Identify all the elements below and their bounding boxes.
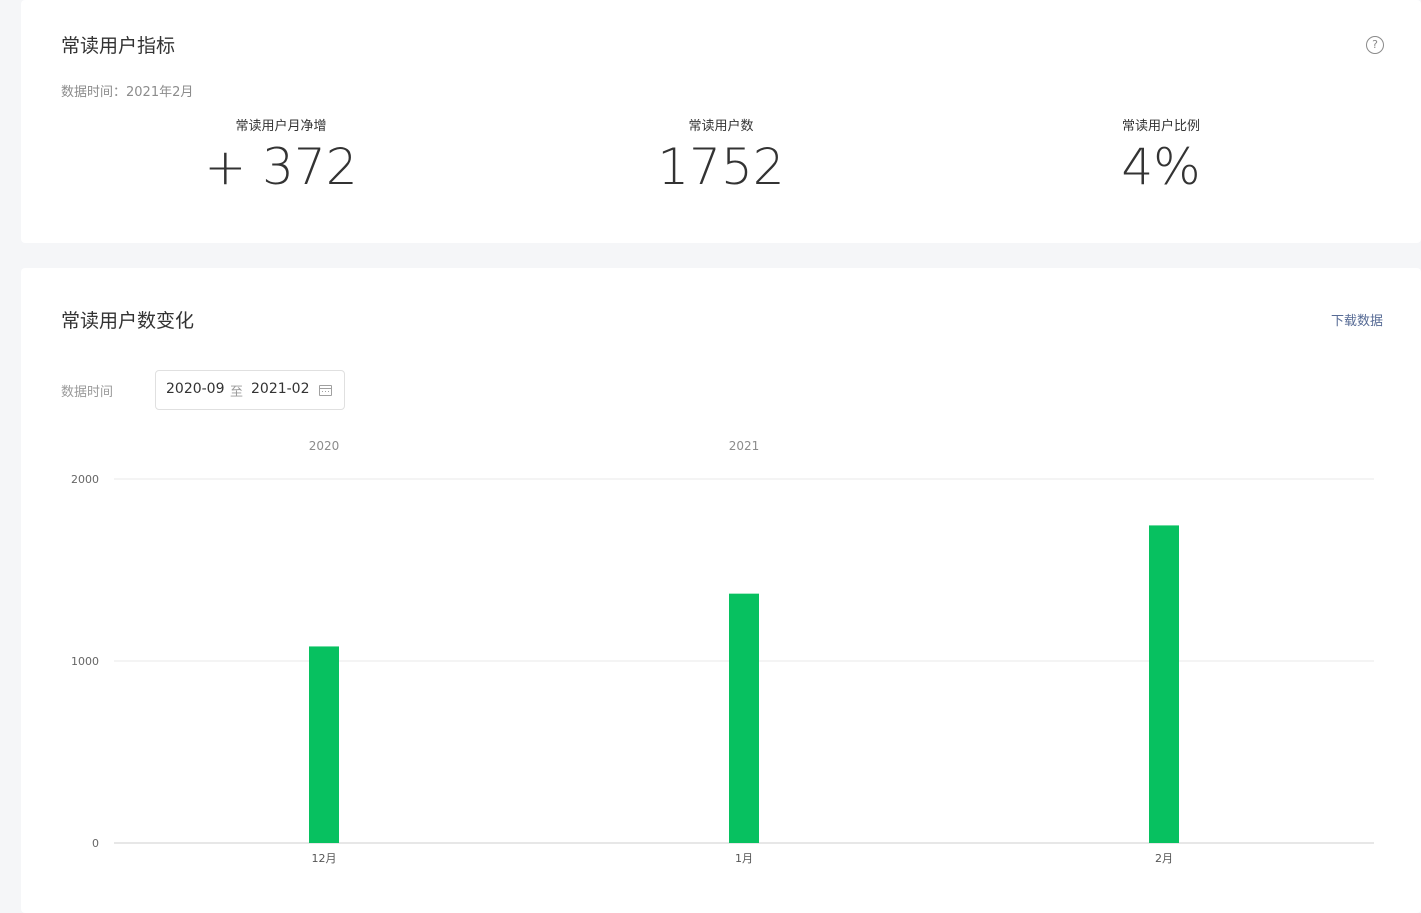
metrics-data-time: 数据时间：2021年2月	[61, 85, 194, 100]
metrics-card: 常读用户指标 ? 数据时间：2021年2月 常读用户月净增 + 372 常读用户…	[21, 0, 1421, 243]
year-label: 2020	[309, 439, 340, 453]
y-tick-label: 1000	[71, 655, 99, 668]
y-tick-label: 2000	[71, 473, 99, 486]
change-card-title: 常读用户数变化	[61, 310, 195, 332]
user-change-card: 常读用户数变化 下载数据 数据时间 2020-09 至 2021-02 0 100…	[21, 268, 1421, 913]
bar	[309, 646, 339, 843]
date-separator: 至	[230, 385, 244, 400]
y-tick-label: 0	[92, 837, 99, 850]
metrics-card-title: 常读用户指标	[61, 35, 176, 57]
metric-net-increase: 常读用户月净增 + 372	[131, 118, 431, 196]
metric-label: 常读用户数	[688, 119, 754, 134]
x-tick-label: 2月	[1155, 852, 1173, 865]
metric-user-count: 常读用户数 1752	[571, 118, 871, 196]
metric-label: 常读用户比例	[1121, 119, 1200, 134]
calendar-icon[interactable]	[319, 385, 332, 396]
x-tick-label: 1月	[735, 852, 753, 865]
metric-value: + 372	[204, 138, 358, 196]
metric-user-ratio: 常读用户比例 4%	[1011, 118, 1311, 196]
question-circle-icon[interactable]: ?	[1366, 36, 1384, 54]
bar	[729, 593, 759, 843]
date-range-picker[interactable]: 2020-09 至 2021-02	[155, 370, 345, 410]
x-tick-label: 12月	[312, 852, 337, 865]
user-count-bar-chart: 0 1000 2000 12月 2020 1月 2021 2月	[71, 439, 1374, 865]
metric-value: 1752	[657, 138, 785, 196]
year-label: 2021	[729, 439, 760, 453]
bar	[1149, 525, 1179, 843]
metric-value: 4%	[1121, 138, 1201, 196]
metric-label: 常读用户月净增	[235, 119, 327, 134]
date-start-value[interactable]: 2020-09	[166, 381, 225, 397]
date-filter-label: 数据时间	[61, 385, 114, 400]
date-end-value[interactable]: 2021-02	[251, 381, 310, 397]
download-data-link[interactable]: 下载数据	[1330, 314, 1383, 329]
